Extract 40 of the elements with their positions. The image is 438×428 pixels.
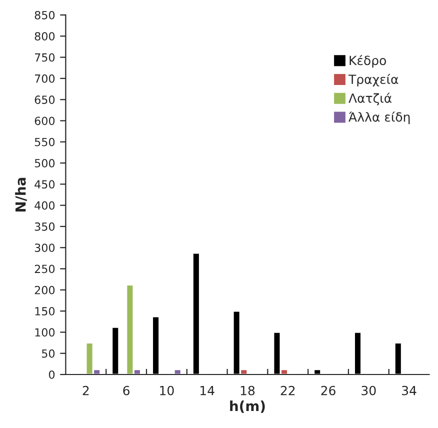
y-tick-label: 700 (34, 74, 55, 83)
y-tick-label: 250 (34, 264, 55, 274)
y-tick-label: 650 (34, 96, 55, 104)
y-tick-label: 100 (35, 328, 55, 337)
legend-label: Άλλα είδη (348, 112, 410, 124)
y-tick-label: 0 (48, 370, 55, 379)
x-tick-label: 18 (240, 386, 255, 396)
y-tick-label: 200 (34, 286, 55, 294)
x-axis-title: h(m) (230, 400, 265, 413)
y-tick-label: 850 (34, 10, 55, 20)
x-tick-label: 10 (160, 386, 174, 396)
bar (394, 342, 402, 374)
legend-label: Λατζιά (348, 92, 392, 106)
x-tick-label: 6 (123, 386, 130, 396)
bar (152, 316, 160, 374)
bar (192, 252, 200, 374)
bar (313, 368, 322, 374)
x-tick-label: 26 (321, 386, 336, 396)
bar (173, 368, 182, 374)
legend-label: Κέδρο (350, 54, 386, 68)
y-tick-label: 750 (34, 53, 55, 62)
y-tick-label: 300 (34, 244, 55, 252)
y-tick-label: 450 (34, 180, 55, 189)
y-tick-label: 50 (42, 349, 55, 358)
x-tick-label: 30 (362, 386, 376, 396)
y-tick-label: 550 (34, 138, 55, 146)
legend-label: Τραχεία (348, 74, 398, 86)
y-tick-label: 500 (34, 158, 55, 168)
x-tick-label: 2 (82, 386, 89, 396)
y-tick-label: 800 (34, 32, 55, 41)
y-axis-title: N/ha (15, 178, 27, 212)
bar (111, 326, 120, 374)
y-tick-label: 350 (34, 222, 55, 231)
y-tick-label: 400 (34, 201, 55, 210)
bar (354, 332, 362, 374)
x-tick-label: 14 (200, 386, 214, 396)
x-tick-label: 34 (402, 386, 416, 396)
y-tick-label: 600 (34, 116, 55, 126)
x-tick-label: 22 (280, 386, 295, 396)
y-tick-label: 150 (35, 307, 55, 316)
